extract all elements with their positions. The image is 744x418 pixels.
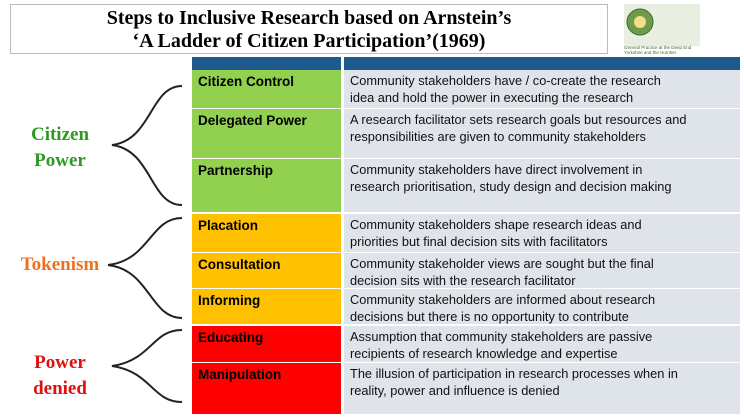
description: Assumption that community stakeholders a… bbox=[344, 326, 740, 362]
title-line: ‘A Ladder of Citizen Participation’(1969… bbox=[132, 30, 486, 52]
description-line: decisions but there is no opportunity to… bbox=[350, 309, 629, 324]
blank-row bbox=[344, 400, 740, 414]
group-label: Citizen Power bbox=[10, 122, 110, 174]
description-line: A research facilitator sets research goa… bbox=[350, 112, 687, 127]
group-label: Tokenism bbox=[10, 252, 110, 278]
blank-row bbox=[192, 400, 341, 414]
description-line: Community stakeholders are informed abou… bbox=[350, 292, 656, 307]
level: Delegated Power bbox=[192, 109, 341, 158]
level: Consultation bbox=[192, 253, 341, 288]
group-label-line: Tokenism bbox=[20, 254, 100, 275]
description-line: The illusion of participation in researc… bbox=[350, 366, 678, 381]
title-box: Steps to Inclusive Research based on Arn… bbox=[10, 4, 608, 54]
table-header bbox=[344, 57, 740, 70]
description: Community stakeholder views are sought b… bbox=[344, 253, 740, 288]
description-line: Community stakeholder views are sought b… bbox=[350, 256, 654, 271]
description-line: Community stakeholders shape research id… bbox=[350, 217, 642, 232]
group-label: Power denied bbox=[10, 350, 110, 402]
group-label-line: Power bbox=[34, 150, 86, 171]
group-label-line: Citizen bbox=[30, 124, 90, 145]
description: Community stakeholders have / co-create … bbox=[344, 70, 740, 108]
group-label-line: denied bbox=[33, 378, 87, 399]
description-line: responsibilities are given to community … bbox=[350, 129, 646, 144]
description-line: priorities but final decision sits with … bbox=[350, 234, 608, 249]
level: Citizen Control bbox=[192, 70, 341, 108]
logo-text: Yorkshire and the Humber bbox=[624, 50, 677, 55]
description: Community stakeholders have direct invol… bbox=[344, 159, 740, 212]
description-line: decision sits with the research facilita… bbox=[350, 273, 576, 288]
description-line: recipients of research knowledge and exp… bbox=[350, 346, 618, 361]
description-line: reality, power and influence is denied bbox=[350, 383, 560, 398]
description-line: research prioritisation, study design an… bbox=[350, 179, 672, 194]
level: Informing bbox=[192, 289, 341, 324]
logo-text: General Practice at the Deep End bbox=[624, 45, 692, 50]
group-label-line: Power bbox=[34, 352, 86, 373]
level: Manipulation bbox=[192, 363, 341, 400]
description: Community stakeholders shape research id… bbox=[344, 214, 740, 252]
description: The illusion of participation in researc… bbox=[344, 363, 740, 400]
brace bbox=[111, 329, 183, 403]
description-line: idea and hold the power in executing the… bbox=[350, 90, 634, 105]
description: A research facilitator sets research goa… bbox=[344, 109, 740, 158]
level: Educating bbox=[192, 326, 341, 362]
level: Partnership bbox=[192, 159, 341, 212]
table-header bbox=[192, 57, 341, 70]
description-line: Community stakeholders have / co-create … bbox=[350, 73, 661, 88]
description-line: Assumption that community stakeholders a… bbox=[350, 329, 653, 344]
brace bbox=[107, 217, 183, 319]
brace bbox=[111, 85, 183, 206]
description: Community stakeholders are informed abou… bbox=[344, 289, 740, 324]
title-line: Steps to Inclusive Research based on Arn… bbox=[106, 7, 512, 29]
description-line: Community stakeholders have direct invol… bbox=[350, 162, 643, 177]
logo-emblem bbox=[634, 16, 646, 28]
level: Placation bbox=[192, 214, 341, 252]
